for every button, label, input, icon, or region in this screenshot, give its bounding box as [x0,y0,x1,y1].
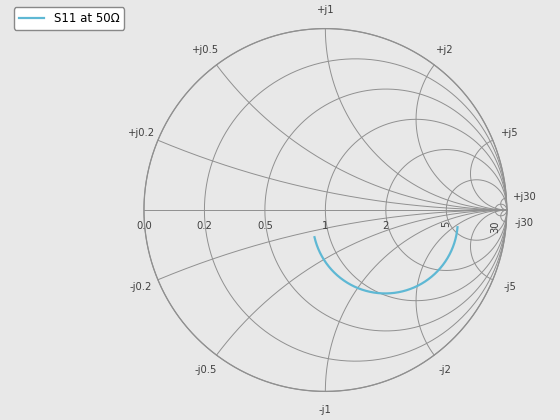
Legend: S11 at 50Ω: S11 at 50Ω [14,7,124,30]
Text: -j0.5: -j0.5 [194,365,217,375]
Text: -j30: -j30 [515,218,534,228]
Text: +j2: +j2 [436,45,454,55]
Text: 0.2: 0.2 [197,221,212,231]
Text: -j0.2: -j0.2 [130,282,152,292]
Text: 0.0: 0.0 [136,221,152,231]
Text: +j0.2: +j0.2 [128,128,155,138]
Text: -j2: -j2 [438,365,451,375]
Text: -j1: -j1 [319,404,332,415]
Text: +j1: +j1 [316,5,334,16]
Text: +j5: +j5 [501,128,519,138]
Text: +j30: +j30 [512,192,536,202]
Text: 2: 2 [382,221,389,231]
Text: +j0.5: +j0.5 [192,45,219,55]
Text: -j5: -j5 [503,282,516,292]
Text: 5: 5 [441,221,451,227]
Text: 1: 1 [322,221,329,231]
Text: 30: 30 [490,221,500,234]
Text: 0.5: 0.5 [257,221,273,231]
